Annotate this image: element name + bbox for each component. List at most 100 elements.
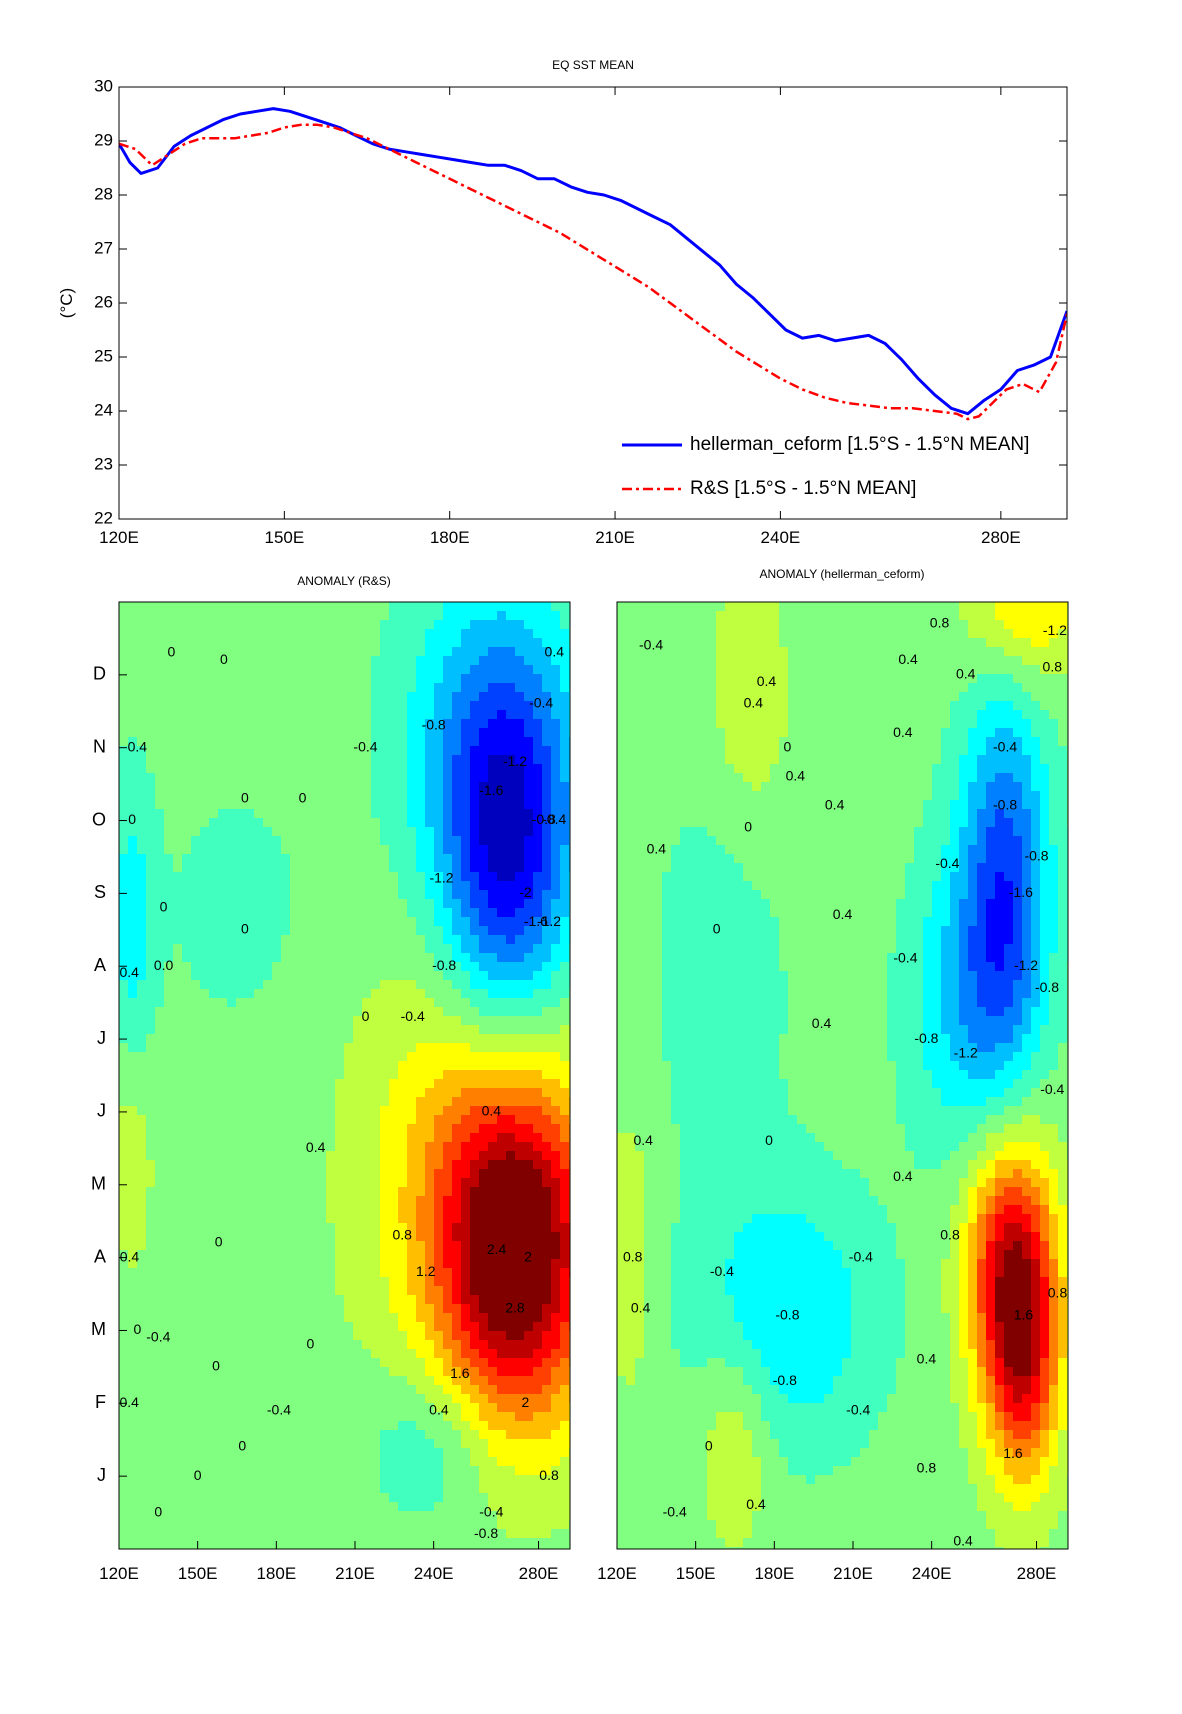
rs-cell	[200, 656, 210, 666]
rs-cell	[272, 1223, 282, 1233]
rs-cell	[209, 620, 219, 630]
rs-cell	[461, 953, 471, 963]
rs-cell	[290, 1043, 300, 1053]
rs-cell	[470, 1025, 480, 1035]
rs-cell	[245, 629, 255, 639]
rs-cell	[218, 1106, 228, 1116]
rs-cell	[407, 1160, 417, 1170]
rs-cell	[515, 926, 525, 936]
rs-cell	[479, 881, 489, 891]
rs-cell	[146, 1331, 156, 1341]
rs-cell	[416, 1016, 426, 1026]
rs-cell	[380, 1088, 390, 1098]
rs-cell	[299, 1061, 309, 1071]
rs-cell	[533, 1358, 543, 1368]
rs-cell	[542, 1385, 552, 1395]
rs-cell	[182, 791, 192, 801]
rs-cell	[245, 917, 255, 927]
rs-cell	[461, 1061, 471, 1071]
rs-cell	[389, 971, 399, 981]
rs-cell	[209, 1214, 219, 1224]
rs-cell	[272, 854, 282, 864]
rs-cell	[209, 1124, 219, 1134]
rs-cell	[245, 611, 255, 621]
rs-cell	[173, 1034, 183, 1044]
rs-cell	[182, 1421, 192, 1431]
rs-cell	[182, 1232, 192, 1242]
rs-cell	[371, 1403, 381, 1413]
rs-cell	[254, 1160, 264, 1170]
rs-cell	[128, 638, 138, 648]
rs-cell	[488, 1142, 498, 1152]
rs-cell	[299, 764, 309, 774]
rs-cell	[506, 1034, 516, 1044]
rs-cell	[200, 1025, 210, 1035]
rs-cell	[308, 638, 318, 648]
rs-cell	[290, 1205, 300, 1215]
rs-cell	[470, 836, 480, 846]
rs-cell	[326, 791, 336, 801]
rs-cell	[443, 1025, 453, 1035]
rs-cell	[560, 1124, 570, 1134]
rs-cell	[263, 935, 273, 945]
rs-cell	[308, 1160, 318, 1170]
rs-cell	[506, 638, 516, 648]
rs-cell	[173, 1421, 183, 1431]
rs-cell	[461, 1268, 471, 1278]
rs-cell	[344, 1178, 354, 1188]
rs-cell	[497, 1412, 507, 1422]
rs-cell	[227, 1016, 237, 1026]
rs-cell	[434, 1394, 444, 1404]
rs-cell	[290, 1331, 300, 1341]
rs-cell	[317, 935, 327, 945]
rs-cell	[353, 1412, 363, 1422]
rs-cell	[533, 890, 543, 900]
rs-cell	[182, 1430, 192, 1440]
rs-cell	[317, 611, 327, 621]
rs-cell	[128, 1394, 138, 1404]
rs-cell	[416, 818, 426, 828]
rs-cell	[407, 1043, 417, 1053]
rs-cell	[461, 1412, 471, 1422]
rs-cell	[200, 683, 210, 693]
rs-cell	[326, 1052, 336, 1062]
rs-cell	[371, 863, 381, 873]
rs-cell	[128, 1331, 138, 1341]
rs-cell	[245, 1151, 255, 1161]
rs-cell	[254, 881, 264, 891]
rs-cell	[506, 1079, 516, 1089]
rs-cell	[425, 710, 435, 720]
rs-cell	[191, 1277, 201, 1287]
rs-cell	[326, 773, 336, 783]
rs-cell	[182, 818, 192, 828]
rs-cell	[164, 1241, 174, 1251]
rs-cell	[200, 962, 210, 972]
rs-cell	[326, 1016, 336, 1026]
rs-cell	[299, 1394, 309, 1404]
rs-cell	[191, 1187, 201, 1197]
rs-cell	[533, 773, 543, 783]
rs-cell	[497, 989, 507, 999]
rs-cell	[524, 917, 534, 927]
rs-cell	[560, 971, 570, 981]
rs-cell	[560, 1061, 570, 1071]
rs-cell	[542, 1421, 552, 1431]
rs-cell	[380, 1367, 390, 1377]
rs-cell	[443, 1061, 453, 1071]
rs-cell	[443, 1277, 453, 1287]
rs-cell	[308, 746, 318, 756]
rs-cell	[461, 1097, 471, 1107]
rs-cell	[542, 1394, 552, 1404]
rs-cell	[344, 1313, 354, 1323]
rs-cell	[416, 638, 426, 648]
rs-cell	[380, 728, 390, 738]
rs-cell	[245, 971, 255, 981]
rs-cell	[452, 1295, 462, 1305]
rs-cell	[128, 746, 138, 756]
rs-cell	[299, 1052, 309, 1062]
rs-cell	[371, 1421, 381, 1431]
rs-cell	[452, 1340, 462, 1350]
rs-cell	[380, 1430, 390, 1440]
rs-cell	[254, 1187, 264, 1197]
rs-cell	[344, 1187, 354, 1197]
